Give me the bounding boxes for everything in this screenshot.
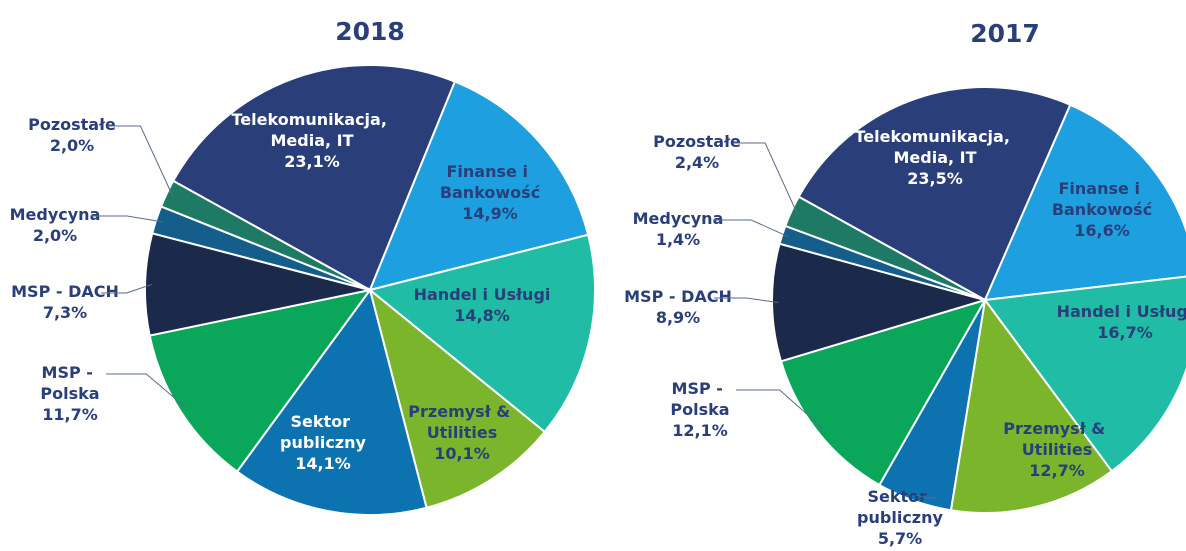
value-label: 2,0% (33, 226, 77, 245)
name-line: Media, IT (270, 131, 353, 150)
leader-line (101, 283, 152, 294)
value-label: 1,4% (656, 230, 700, 249)
name-line: Pozostałe (653, 132, 741, 151)
slice-name: Przemysł & Utilities (408, 402, 515, 442)
leader-line (736, 389, 824, 429)
pie-slice (367, 233, 596, 434)
chart-title: 2018 (335, 17, 405, 46)
name-line: Przemysł & (408, 402, 515, 421)
name-line: Utilities (1022, 440, 1093, 459)
value-label: 7,3% (43, 303, 87, 322)
pie-slice (797, 86, 1072, 302)
slice-name: Medycyna (633, 209, 724, 228)
leader-line (91, 215, 163, 223)
leader-line (733, 142, 798, 214)
value-label: 16,7% (1097, 323, 1153, 342)
pie-slice (983, 275, 1186, 473)
pie-slice (159, 179, 371, 291)
slice-name: Telekomunikacja, Media, IT (855, 127, 1016, 167)
pie-slice (368, 287, 547, 509)
slice-name: Finanse i Bankowość (1052, 179, 1152, 219)
value-label: 14,8% (454, 306, 510, 325)
value-label: 23,5% (907, 169, 963, 188)
slice-name: Przemysł & Utilities (1003, 419, 1110, 459)
value-label: 16,6% (1074, 221, 1130, 240)
name-line: Telekomunikacja, (232, 110, 393, 129)
slice-name: MSP - DACH (624, 287, 732, 306)
leader-line (714, 297, 779, 304)
slice-name: Sektor publiczny (280, 412, 366, 452)
name-line: Handel i Usługi (414, 285, 551, 304)
slice-name: Sektor publiczny (857, 487, 943, 527)
leader-line (106, 373, 187, 409)
value-label: 12,7% (1029, 461, 1085, 480)
pie-slice (144, 232, 371, 337)
value-label: 12,1% (672, 421, 728, 440)
name-line: Media, IT (893, 148, 976, 167)
pie-slice (171, 64, 457, 292)
slice-name: MSP - Polska (670, 379, 729, 419)
leader-line (108, 125, 174, 197)
slice-name: Handel i Usługi (414, 285, 551, 304)
slice-name: Finanse i Bankowość (440, 162, 540, 202)
name-line: Telekomunikacja, (855, 127, 1016, 146)
value-label: 11,7% (42, 405, 98, 424)
name-line: Bankowość (440, 183, 540, 202)
name-line: MSP - DACH (11, 282, 119, 301)
pie-slice (784, 195, 986, 301)
name-line: Finanse i (1059, 179, 1146, 198)
value-label: 2,0% (50, 136, 94, 155)
pie-slice (368, 80, 590, 292)
slice-name: MSP - DACH (11, 282, 119, 301)
value-label: 8,9% (656, 308, 700, 327)
slice-name: Handel i Usługi (1057, 302, 1186, 321)
slice-name: Pozostałe (653, 132, 741, 151)
value-label: 14,9% (462, 204, 518, 223)
name-line: MSP - (672, 379, 729, 398)
name-line: Polska (40, 384, 99, 403)
name-line: Finanse i (447, 162, 534, 181)
leader-line (714, 219, 789, 238)
pie-slice (235, 287, 428, 516)
value-label: 2,4% (675, 153, 719, 172)
value-label: 14,1% (295, 454, 351, 473)
pie-slice (949, 297, 1114, 514)
slice-name: MSP - Polska (40, 363, 99, 403)
pie-slice (148, 288, 373, 473)
name-line: Medycyna (633, 209, 724, 228)
name-line: Przemysł & (1003, 419, 1110, 438)
name-line: Handel i Usługi (1057, 302, 1186, 321)
slice-name: Telekomunikacja, Media, IT (232, 110, 393, 150)
value-label: 23,1% (284, 152, 340, 171)
name-line: publiczny (280, 433, 366, 452)
leader-line (916, 494, 936, 499)
value-label: 10,1% (434, 444, 490, 463)
name-line: Polska (670, 400, 729, 419)
pie-slice (771, 242, 989, 363)
name-line: Medycyna (10, 205, 101, 224)
name-line: Bankowość (1052, 200, 1152, 219)
name-line: Pozostałe (28, 115, 116, 134)
name-line: MSP - DACH (624, 287, 732, 306)
slice-name: Medycyna (10, 205, 101, 224)
name-line: Sektor (290, 412, 355, 431)
name-line: Sektor (867, 487, 932, 506)
name-line: publiczny (857, 508, 943, 527)
slice-name: Pozostałe (28, 115, 116, 134)
name-line: MSP - (42, 363, 99, 382)
value-label: 5,7% (878, 529, 922, 548)
chart-title: 2017 (970, 19, 1040, 48)
name-line: Utilities (427, 423, 498, 442)
pie-slice (983, 103, 1186, 302)
